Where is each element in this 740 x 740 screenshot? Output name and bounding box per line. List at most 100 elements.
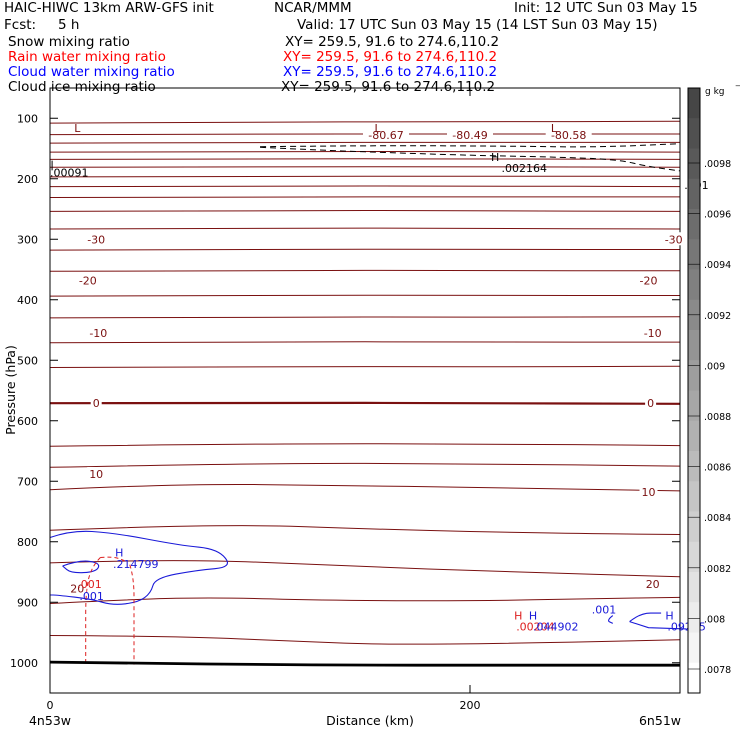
cloud-water-contour <box>608 615 614 624</box>
isotherm-label: -20 <box>79 274 97 287</box>
colorbar-swatch <box>688 299 700 331</box>
colorbar-swatch <box>688 420 700 452</box>
colorbar-label: .0096 <box>704 210 731 221</box>
isotherm-label-bg <box>83 232 109 246</box>
contour-value-label: .002164 <box>502 162 548 175</box>
ice-contour-line <box>259 143 681 148</box>
extremum-marker: L <box>551 122 558 135</box>
extremum-marker: L <box>74 122 81 135</box>
isotherm-label-bg <box>87 466 106 480</box>
isotherm-line <box>49 120 681 124</box>
x-endpoint-right: 6n51w <box>639 713 681 728</box>
cloud-water-contour <box>629 621 687 630</box>
field-name-ice: Cloud ice mixing ratio <box>8 79 156 95</box>
isotherm-line <box>49 209 681 212</box>
isotherm-line <box>49 483 681 492</box>
field-name-rain: Rain water mixing ratio <box>8 49 166 65</box>
extremum-marker: H <box>665 610 673 623</box>
contour-value-label: .001 <box>79 590 104 603</box>
rain-contour-line <box>100 556 126 562</box>
isotherm-label: 0 <box>93 397 100 410</box>
isotherm-label-bg <box>645 396 657 410</box>
fcst-value: 5 h <box>58 17 80 33</box>
colorbar-label: .0088 <box>704 412 731 423</box>
extremum-marker: H <box>514 610 522 623</box>
x-endpoint-left: 4n53w <box>29 713 71 728</box>
contour-value-label: .00091 <box>50 167 89 180</box>
isotherm-label: -10 <box>644 327 662 340</box>
rain-contour-line <box>129 564 135 665</box>
isotherm-line <box>49 166 681 168</box>
field-xy-cloudwater: XY= 259.5, 91.6 to 274.6,110.2 <box>283 64 498 80</box>
colorbar-unit: g kg <box>705 87 725 97</box>
y-tick-label: 400 <box>17 294 38 307</box>
isotherm-label: 0 <box>647 397 654 410</box>
valid-time: Valid: 17 UTC Sun 03 May 15 (14 LST Sun … <box>297 17 658 33</box>
isotherm-line <box>49 401 681 405</box>
x-tick-label: 200 <box>460 699 481 712</box>
y-tick-label: 500 <box>17 354 38 367</box>
colorbar-label: .009 <box>704 361 725 372</box>
cloud-water-contour <box>49 530 228 605</box>
colorbar-label: .0094 <box>704 260 731 271</box>
cloud-water-contour <box>629 612 662 623</box>
colorbar-swatch <box>688 662 700 694</box>
isotherm-line <box>49 141 680 144</box>
isotherm-label-bg <box>85 326 111 340</box>
y-tick-label: 1000 <box>10 657 38 670</box>
colorbar-swatch <box>688 88 700 119</box>
colorbar-frame <box>687 87 701 694</box>
colorbar-swatch <box>688 602 700 633</box>
contour-value-label: .001 <box>592 604 617 617</box>
isotherm-label: -30 <box>665 233 683 246</box>
isotherm-label-bg <box>363 128 409 142</box>
extremum-marker: H <box>115 547 123 560</box>
isotherm-line <box>49 158 681 160</box>
colorbar-label: .0086 <box>704 463 731 474</box>
colorbar-swatch <box>688 269 700 301</box>
y-tick-label: 100 <box>17 112 38 125</box>
colorbar-label: .0092 <box>704 311 731 322</box>
isotherm-label-bg <box>640 326 666 340</box>
isotherm-line <box>49 341 680 344</box>
ice-contour-line <box>259 146 681 172</box>
y-tick-label: 700 <box>17 475 38 488</box>
field-xy-snow: XY= 259.5, 91.6 to 274.6,110.2 <box>285 34 500 50</box>
colorbar-swatch <box>688 118 700 149</box>
isotherm-label-bg <box>643 577 662 591</box>
colorbar-label: .008 <box>704 614 725 625</box>
isotherm-line <box>49 596 681 604</box>
field-name-snow: Snow mixing ratio <box>8 34 130 50</box>
isotherm-label-bg <box>636 273 661 287</box>
isotherm-label: -10 <box>89 327 107 340</box>
contour-value-label: .214799 <box>113 558 159 571</box>
isotherm-label-bg <box>90 396 102 410</box>
isotherm-line <box>49 365 681 368</box>
colorbar-swatch <box>688 178 700 210</box>
terrain-line <box>49 660 680 667</box>
colorbar-label: .0098 <box>704 159 731 170</box>
colorbar-swatch <box>688 390 700 422</box>
y-tick-label: 600 <box>17 415 38 428</box>
isotherm-label: 20 <box>646 578 660 591</box>
plot-frame <box>49 87 681 694</box>
isotherm-line <box>49 635 681 645</box>
isotherm-line <box>49 294 680 297</box>
isotherm-label-bg <box>639 485 658 499</box>
extremum-marker: H <box>491 151 499 164</box>
isotherm-line <box>49 443 681 447</box>
isotherm-label: -80.58 <box>551 129 586 142</box>
cloud-water-contour <box>62 560 100 574</box>
isotherm-label: -30 <box>87 233 105 246</box>
colorbar-swatch <box>688 360 700 391</box>
y-tick-label: 200 <box>17 173 38 186</box>
extremum-marker: H <box>529 610 537 623</box>
isotherm-label-bg <box>75 273 101 287</box>
field-xy-ice: XY= 259.5, 91.6 to 274.6,110.2 <box>281 79 496 95</box>
isotherm-line <box>49 269 680 272</box>
init-time: Init: 12 UTC Sun 03 May 15 <box>514 0 698 16</box>
isotherm-label: -80.67 <box>368 129 403 142</box>
model-title: HAIC-HIWC 13km ARW-GFS init <box>4 0 214 16</box>
org-label: NCAR/MMM <box>274 0 352 16</box>
